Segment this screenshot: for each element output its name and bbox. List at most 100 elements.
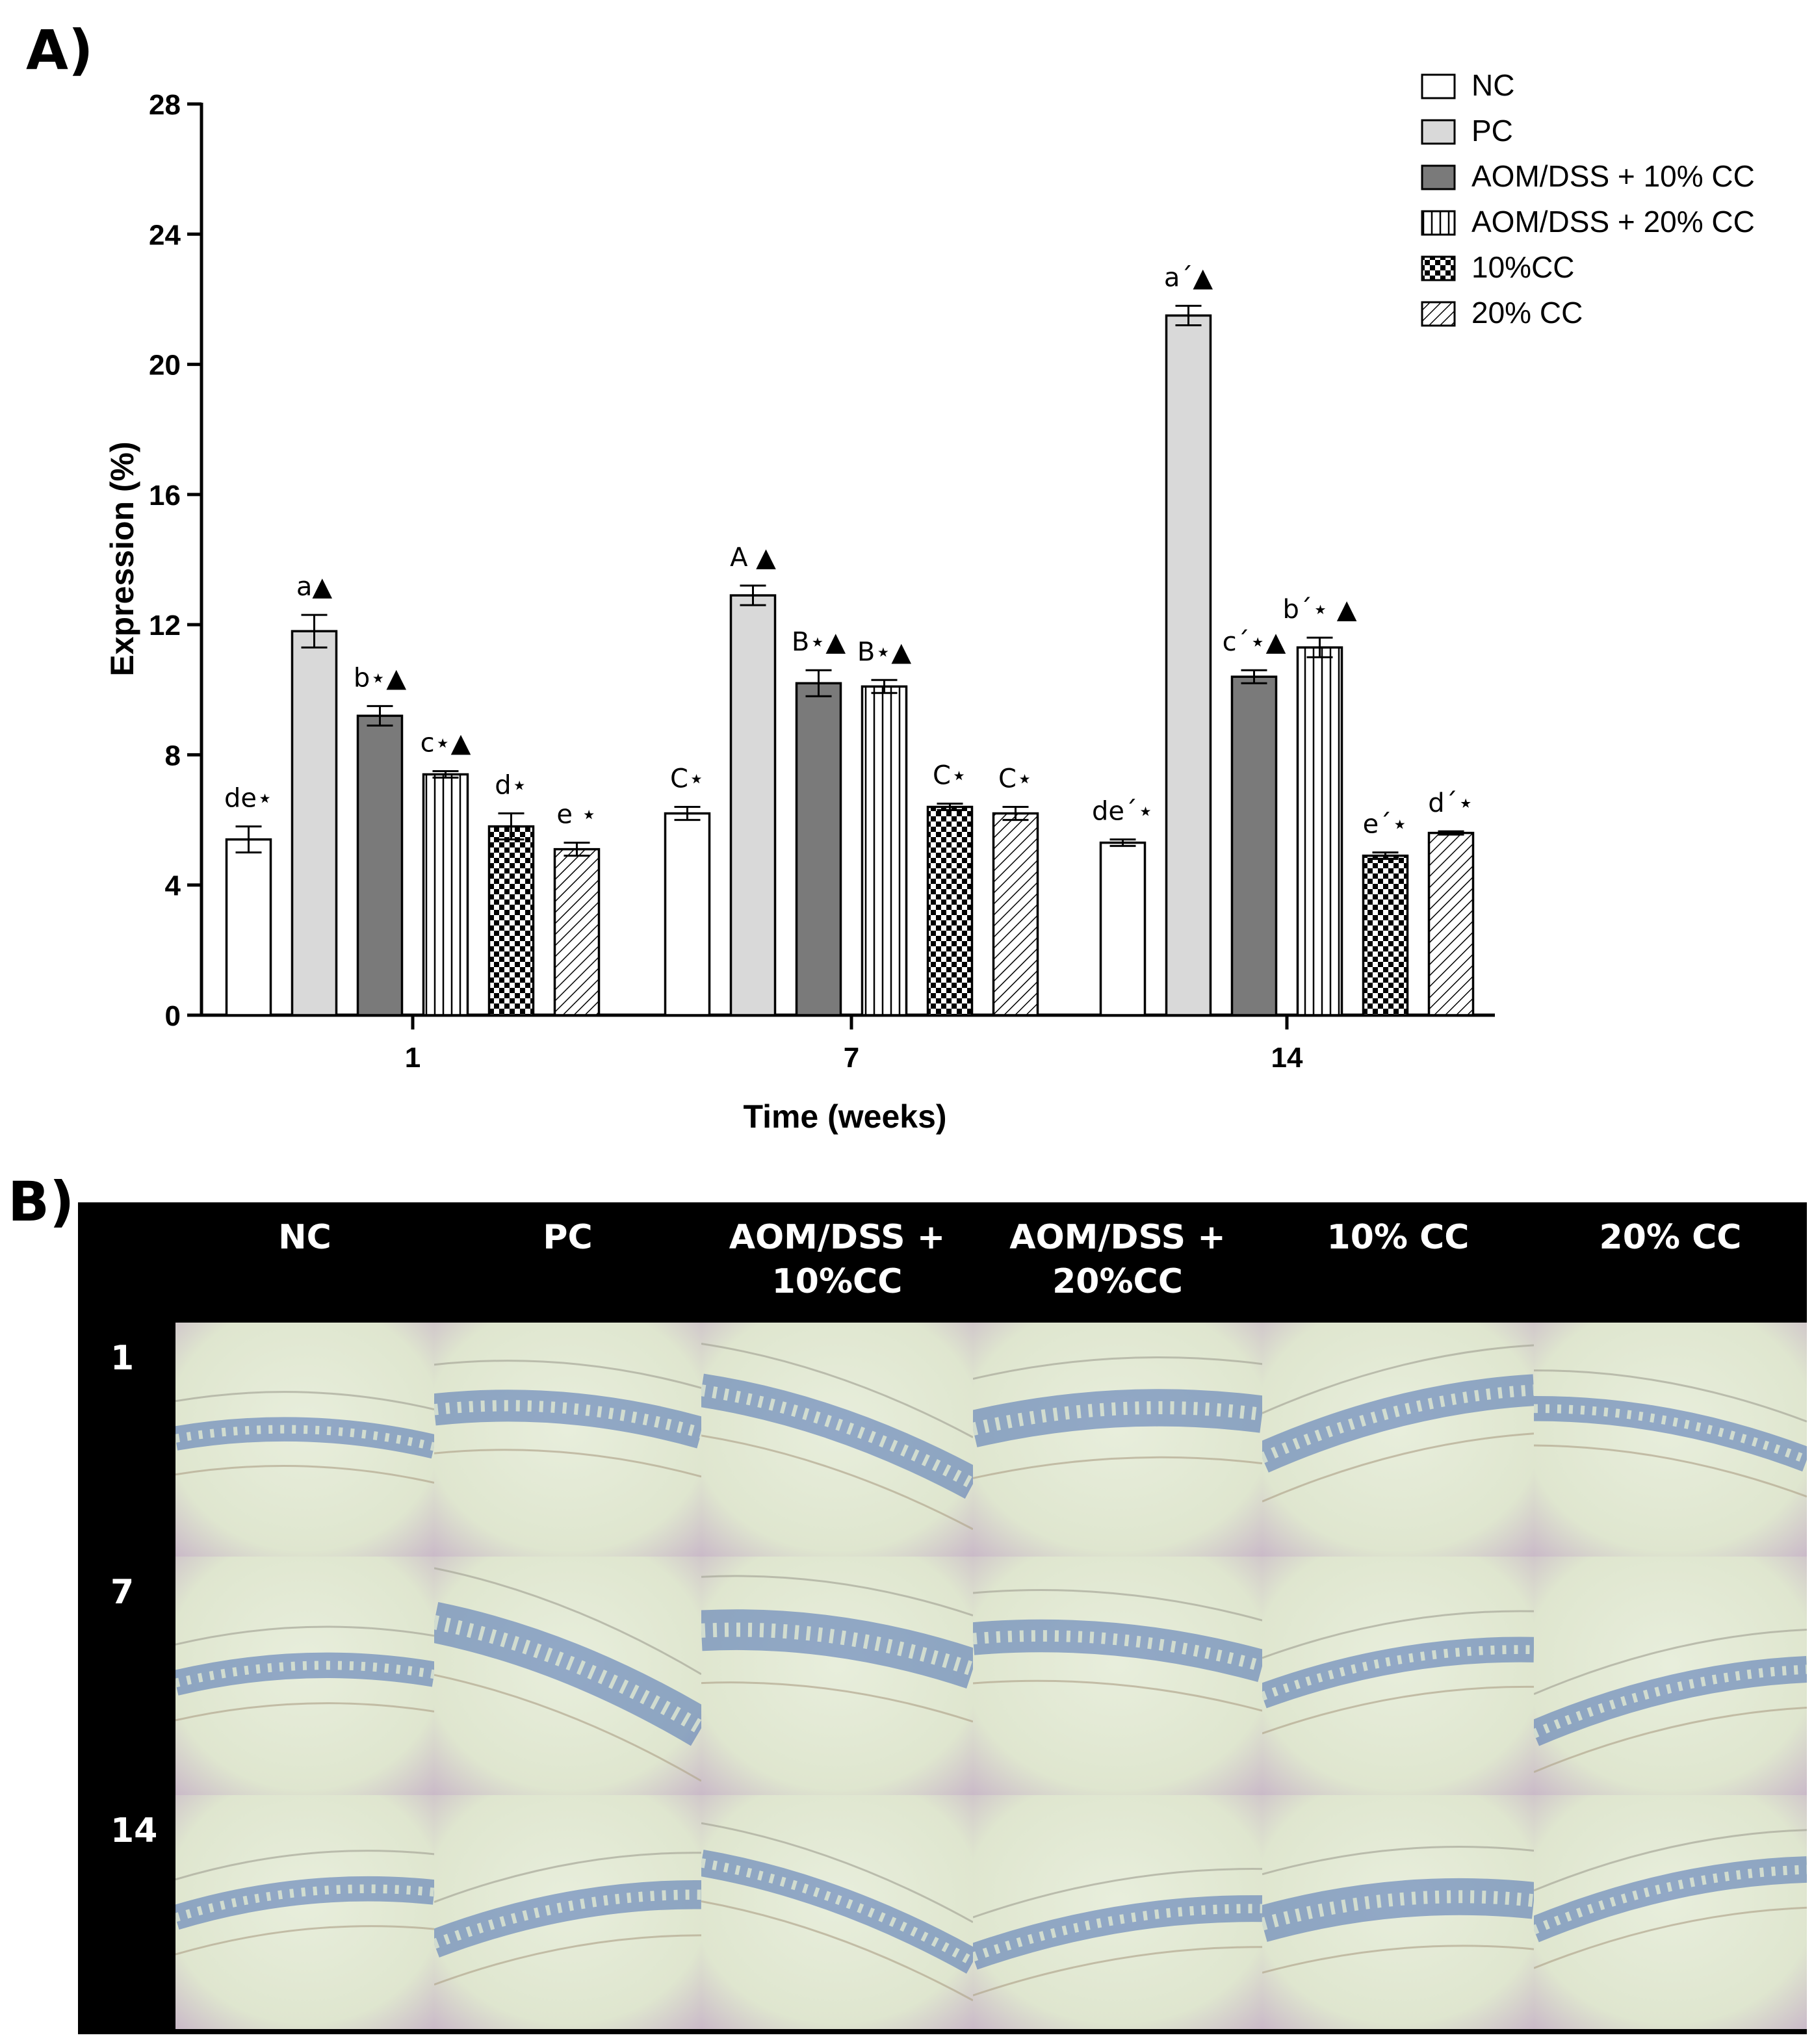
tissue-band (701, 1575, 973, 1723)
histology-image (701, 1323, 973, 1557)
histology-panel: NC PC AOM/DSS + 10%CC AOM/DSS + 20%CC 10% CC… (78, 1202, 1807, 2034)
data-label: C⋆ (670, 764, 705, 794)
histology-row-header: 14 (110, 1811, 158, 1850)
legend-swatch (1421, 164, 1456, 190)
histology-image (1262, 1323, 1534, 1557)
histology-image (434, 1557, 701, 1795)
bar (861, 685, 908, 1016)
x-axis-label: Time (weeks) (743, 1098, 946, 1135)
bar (1165, 314, 1212, 1016)
panel-b-label: B) (8, 1170, 75, 1234)
data-label: e´⋆ (1363, 810, 1408, 840)
tissue-band (434, 1852, 701, 1986)
x-tick-label: 14 (1271, 1042, 1303, 1074)
bar (1427, 831, 1475, 1016)
histology-image (1534, 1323, 1807, 1557)
histology-column-header: 20% CC (1599, 1218, 1742, 1257)
data-label: C⋆ (998, 764, 1033, 794)
histology-column-header: PC (543, 1218, 593, 1257)
data-label: b⋆▲ (354, 663, 406, 693)
bar (1296, 646, 1343, 1016)
legend-entry: NC (1471, 68, 1514, 102)
chart-bars: de⋆ a▲ b⋆▲ c⋆▲ d⋆ e ⋆ C⋆ A ▲ B⋆▲ B⋆▲ C⋆ C⋆ de´⋆ a´▲ c´… (224, 263, 1475, 1016)
bar (291, 630, 338, 1016)
bar (992, 812, 1039, 1016)
bar (729, 594, 777, 1016)
tissue-band (175, 1391, 434, 1484)
data-label: B⋆▲ (857, 637, 911, 667)
histology-column-header: NC (278, 1218, 331, 1257)
bar (553, 847, 601, 1016)
histology-image (973, 1557, 1262, 1795)
y-tick-label: 24 (149, 219, 181, 251)
histology-image (434, 1795, 701, 2029)
histology-image (175, 1795, 434, 2029)
panel-a-label: A) (26, 18, 94, 82)
legend-swatch (1421, 73, 1456, 99)
bar (664, 812, 711, 1016)
data-label: de´⋆ (1092, 797, 1154, 827)
histology-image (701, 1795, 973, 2029)
y-tick-label: 8 (165, 740, 181, 771)
y-axis-label: Expression (%) (104, 441, 140, 676)
bar (422, 773, 469, 1016)
tissue-band (175, 1625, 434, 1722)
tissue-band (973, 1868, 1262, 1997)
legend-entry: PC (1471, 114, 1513, 148)
legend-entry: AOM/DSS + 20% CC (1471, 205, 1755, 239)
bar (487, 825, 535, 1016)
y-tick-label: 20 (149, 350, 181, 382)
legend-swatch (1421, 210, 1456, 236)
tissue-band (434, 1360, 701, 1478)
histology-image (175, 1557, 434, 1795)
histology-row-header: 7 (110, 1573, 135, 1612)
histology-image (973, 1795, 1262, 2029)
tissue-band (434, 1567, 701, 1782)
histology-image (1534, 1557, 1807, 1795)
histology-image (434, 1323, 701, 1557)
legend-entry: 20% CC (1471, 296, 1583, 330)
tissue-band (1262, 1344, 1534, 1503)
histology-image (1534, 1795, 1807, 2029)
data-label: a▲ (296, 572, 333, 602)
legend-swatch (1421, 119, 1456, 145)
data-label: a´▲ (1164, 263, 1213, 292)
tissue-band (1262, 1846, 1534, 1974)
histology-image (1262, 1557, 1534, 1795)
histology-image (1262, 1795, 1534, 2029)
bar (795, 682, 842, 1016)
tissue-band (1534, 1829, 1807, 1969)
bar (1230, 675, 1278, 1016)
bar (1099, 841, 1147, 1016)
y-tick-label: 12 (149, 610, 181, 641)
x-tick-label: 1 (405, 1042, 421, 1074)
histology-column-header: AOM/DSS + 10%CC (729, 1218, 946, 1301)
histology-image (175, 1323, 434, 1557)
tissue-band (973, 1588, 1262, 1712)
y-tick-label: 16 (149, 480, 181, 511)
data-label: b´⋆ ▲ (1283, 595, 1357, 625)
data-label: B⋆▲ (792, 627, 846, 657)
y-tick-label: 4 (165, 870, 181, 902)
tissue-band (1534, 1629, 1807, 1773)
tissue-band (701, 1342, 973, 1531)
bar (1362, 854, 1409, 1016)
histology-column-header: AOM/DSS + 20%CC (1009, 1218, 1226, 1301)
bar (926, 805, 974, 1016)
histology-image (701, 1557, 973, 1795)
data-label: c⋆▲ (421, 728, 471, 758)
x-tick-label: 7 (844, 1042, 859, 1074)
y-tick-label: 0 (165, 1000, 181, 1032)
data-label: de⋆ (224, 784, 273, 814)
tissue-band (701, 1822, 973, 2002)
histology-column-header: 10% CC (1327, 1218, 1470, 1257)
data-label: c´⋆▲ (1223, 627, 1286, 657)
bar (225, 838, 272, 1016)
legend-entry: AOM/DSS + 10% CC (1471, 159, 1755, 193)
tissue-band (1534, 1369, 1807, 1498)
bar (356, 714, 404, 1016)
legend-swatch (1421, 255, 1456, 281)
data-label: C⋆ (933, 761, 967, 791)
tissue-band (973, 1356, 1262, 1479)
data-label: A ▲ (730, 543, 776, 573)
